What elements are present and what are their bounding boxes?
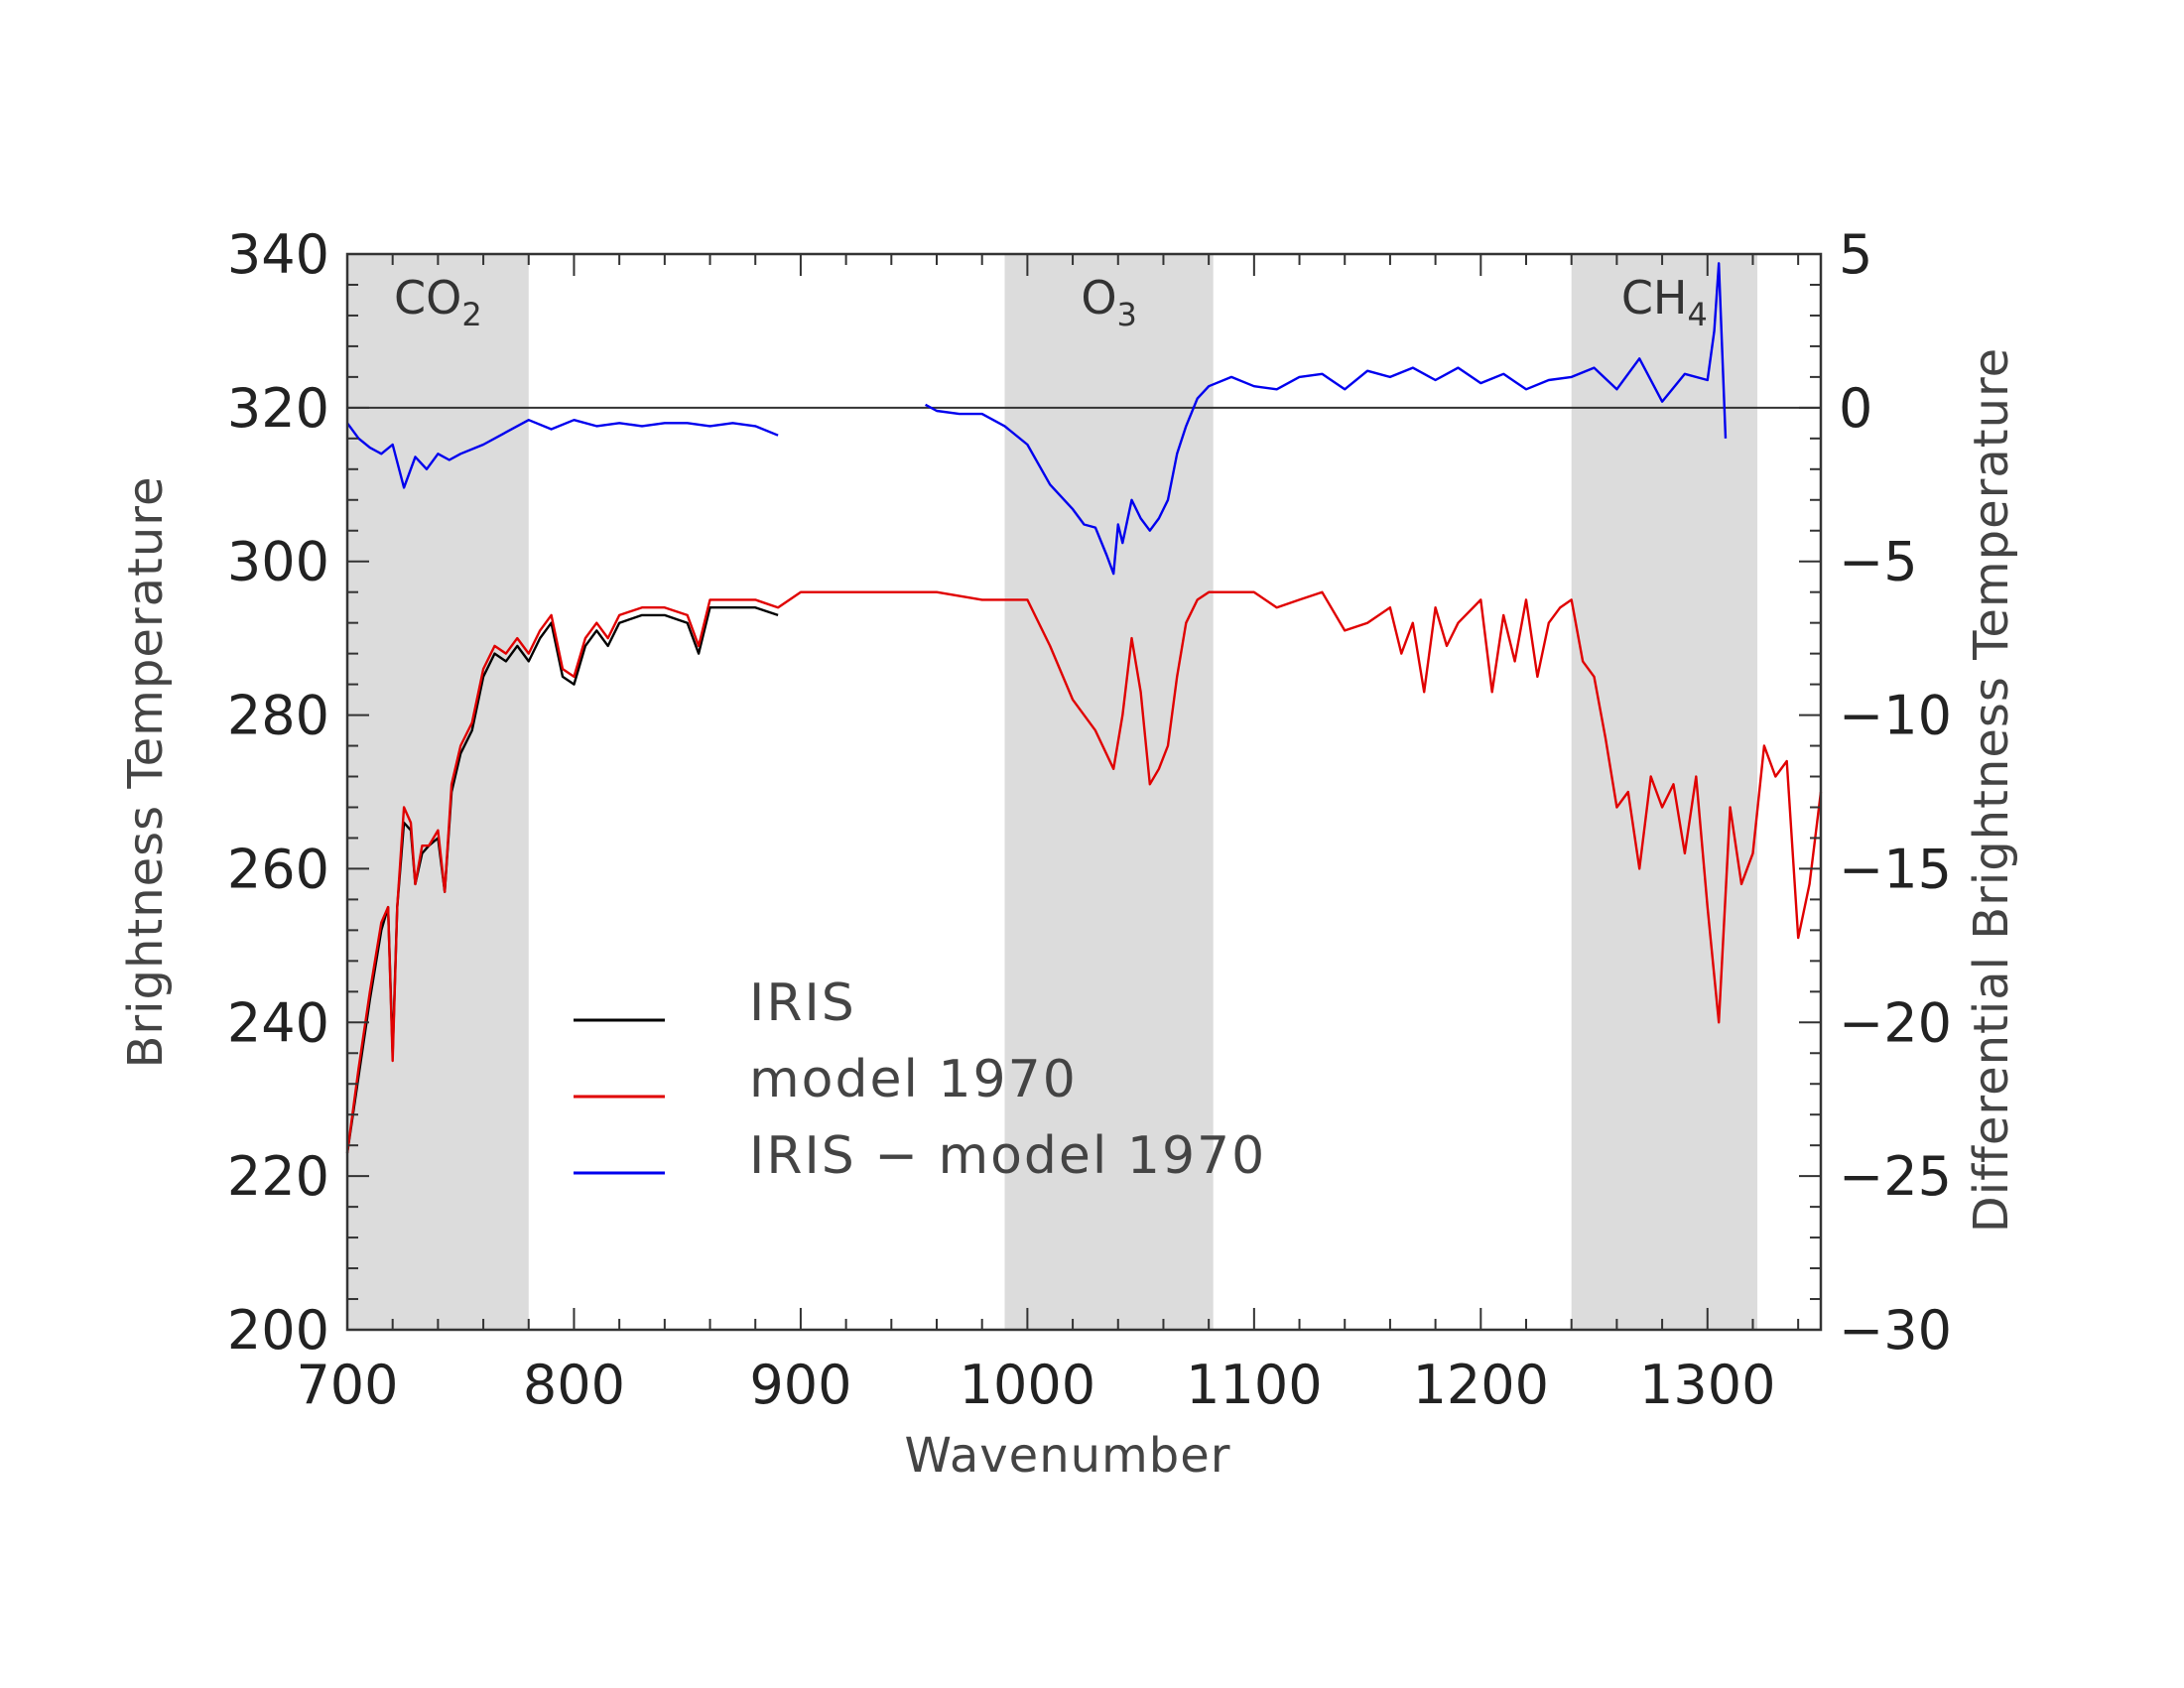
shaded-band [1004, 254, 1214, 1330]
band-label-subscript: 2 [461, 296, 481, 333]
x-tick-label: 1200 [1413, 1354, 1549, 1416]
band-label: CH4 [1621, 271, 1708, 333]
x-tick-label: 700 [296, 1354, 398, 1416]
band-label: CO2 [394, 271, 482, 333]
y2-tick-label: −15 [1839, 838, 1952, 900]
legend: IRIS model 1970 IRIS − model 1970 [574, 974, 1266, 1186]
y-tick-label: 300 [227, 531, 329, 593]
y2-tick-label: −30 [1839, 1299, 1952, 1362]
y2-axis-title: Differential Brightness Temperature [1964, 347, 2019, 1233]
band-label-text: CH [1621, 271, 1688, 325]
x-tick-label: 1100 [1186, 1354, 1322, 1416]
x-tick-label: 1000 [960, 1354, 1095, 1416]
series-iris-model-1970-line [346, 419, 779, 489]
y-tick-label: 260 [227, 838, 329, 900]
series-iris-model-1970-line [925, 262, 1728, 576]
y-tick-label: 200 [227, 1299, 329, 1362]
y2-tick-label: −10 [1839, 685, 1952, 747]
y-tick-label: 340 [227, 223, 329, 286]
legend-label: IRIS − model 1970 [749, 1126, 1266, 1186]
shaded-band [347, 254, 529, 1330]
axes: 700 800 900 1000 1100 1200 1300200220240260280… [227, 223, 1952, 1416]
series-model-1970-line [345, 590, 1823, 1154]
x-tick-label: 800 [523, 1354, 625, 1416]
series-lines [345, 262, 1823, 1154]
band-label: O3 [1081, 271, 1137, 333]
x-tick-label: 1300 [1639, 1354, 1775, 1416]
y-tick-label: 320 [227, 377, 329, 440]
y2-tick-label: −20 [1839, 991, 1952, 1054]
y-tick-label: 280 [227, 685, 329, 747]
band-label-text: O [1081, 271, 1116, 325]
x-tick-label: 900 [749, 1354, 851, 1416]
band-label-subscript: 3 [1117, 296, 1137, 333]
y2-tick-label: 5 [1839, 223, 1872, 286]
y-axis-title: Brightness Temperature [118, 476, 174, 1069]
x-axis-title: Wavenumber [904, 1428, 1230, 1484]
shaded-band [1571, 254, 1758, 1330]
plot-frame [345, 252, 1823, 1332]
y2-tick-label: −5 [1839, 531, 1918, 593]
legend-label: model 1970 [749, 1050, 1078, 1109]
y-tick-label: 220 [227, 1145, 329, 1208]
y-tick-label: 240 [227, 991, 329, 1054]
band-label-subscript: 4 [1688, 296, 1708, 333]
legend-label: IRIS [749, 974, 856, 1033]
y2-tick-label: −25 [1839, 1145, 1952, 1208]
band-label-text: CO [394, 271, 461, 325]
y2-tick-label: 0 [1839, 377, 1872, 440]
